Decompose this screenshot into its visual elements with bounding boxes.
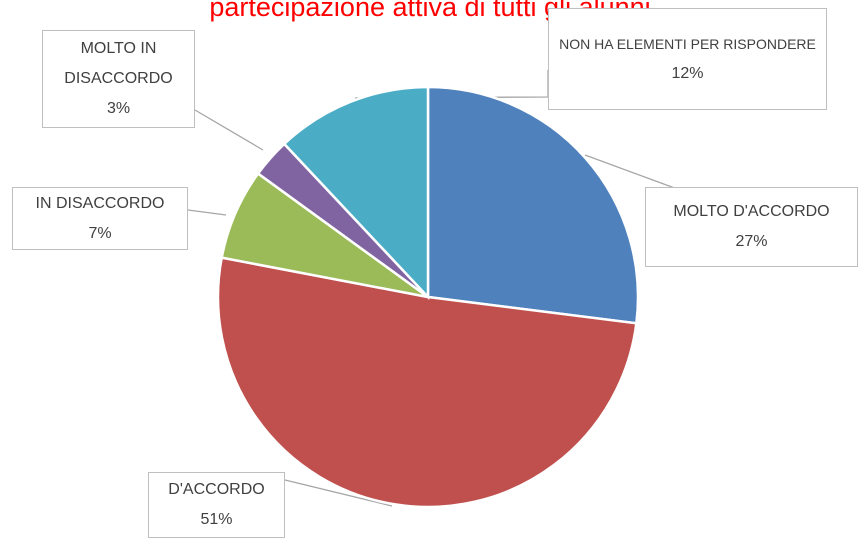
data-label: MOLTO D'ACCORDO 27% <box>645 187 858 267</box>
category-label: NON HA ELEMENTI PER RISPONDERE <box>559 36 816 52</box>
chart-title: partecipazione attiva di tutti gli alunn… <box>209 0 650 22</box>
category-label: D'ACCORDO <box>168 481 265 498</box>
value-label: 27% <box>735 233 768 250</box>
data-label: D'ACCORDO 51% <box>148 472 285 538</box>
leader-line <box>187 209 227 216</box>
category-label: MOLTO IN DISACCORDO <box>64 40 173 87</box>
pie-slice <box>282 85 430 301</box>
data-label: IN DISACCORDO 7% <box>12 187 188 250</box>
leader-line <box>284 479 393 507</box>
leader-line <box>194 109 264 151</box>
value-label: 7% <box>88 224 112 242</box>
pie-slice <box>216 256 638 509</box>
category-label: MOLTO D'ACCORDO <box>673 203 830 220</box>
value-label: 12% <box>671 65 704 82</box>
pie-slice <box>426 85 640 325</box>
leader-line <box>584 154 681 191</box>
category-label: IN DISACCORDO <box>35 194 165 212</box>
value-label: 3% <box>106 100 131 117</box>
data-label: NON HA ELEMENTI PER RISPONDERE 12% <box>548 8 827 110</box>
data-label: MOLTO IN DISACCORDO 3% <box>42 30 195 128</box>
value-label: 51% <box>200 511 233 528</box>
